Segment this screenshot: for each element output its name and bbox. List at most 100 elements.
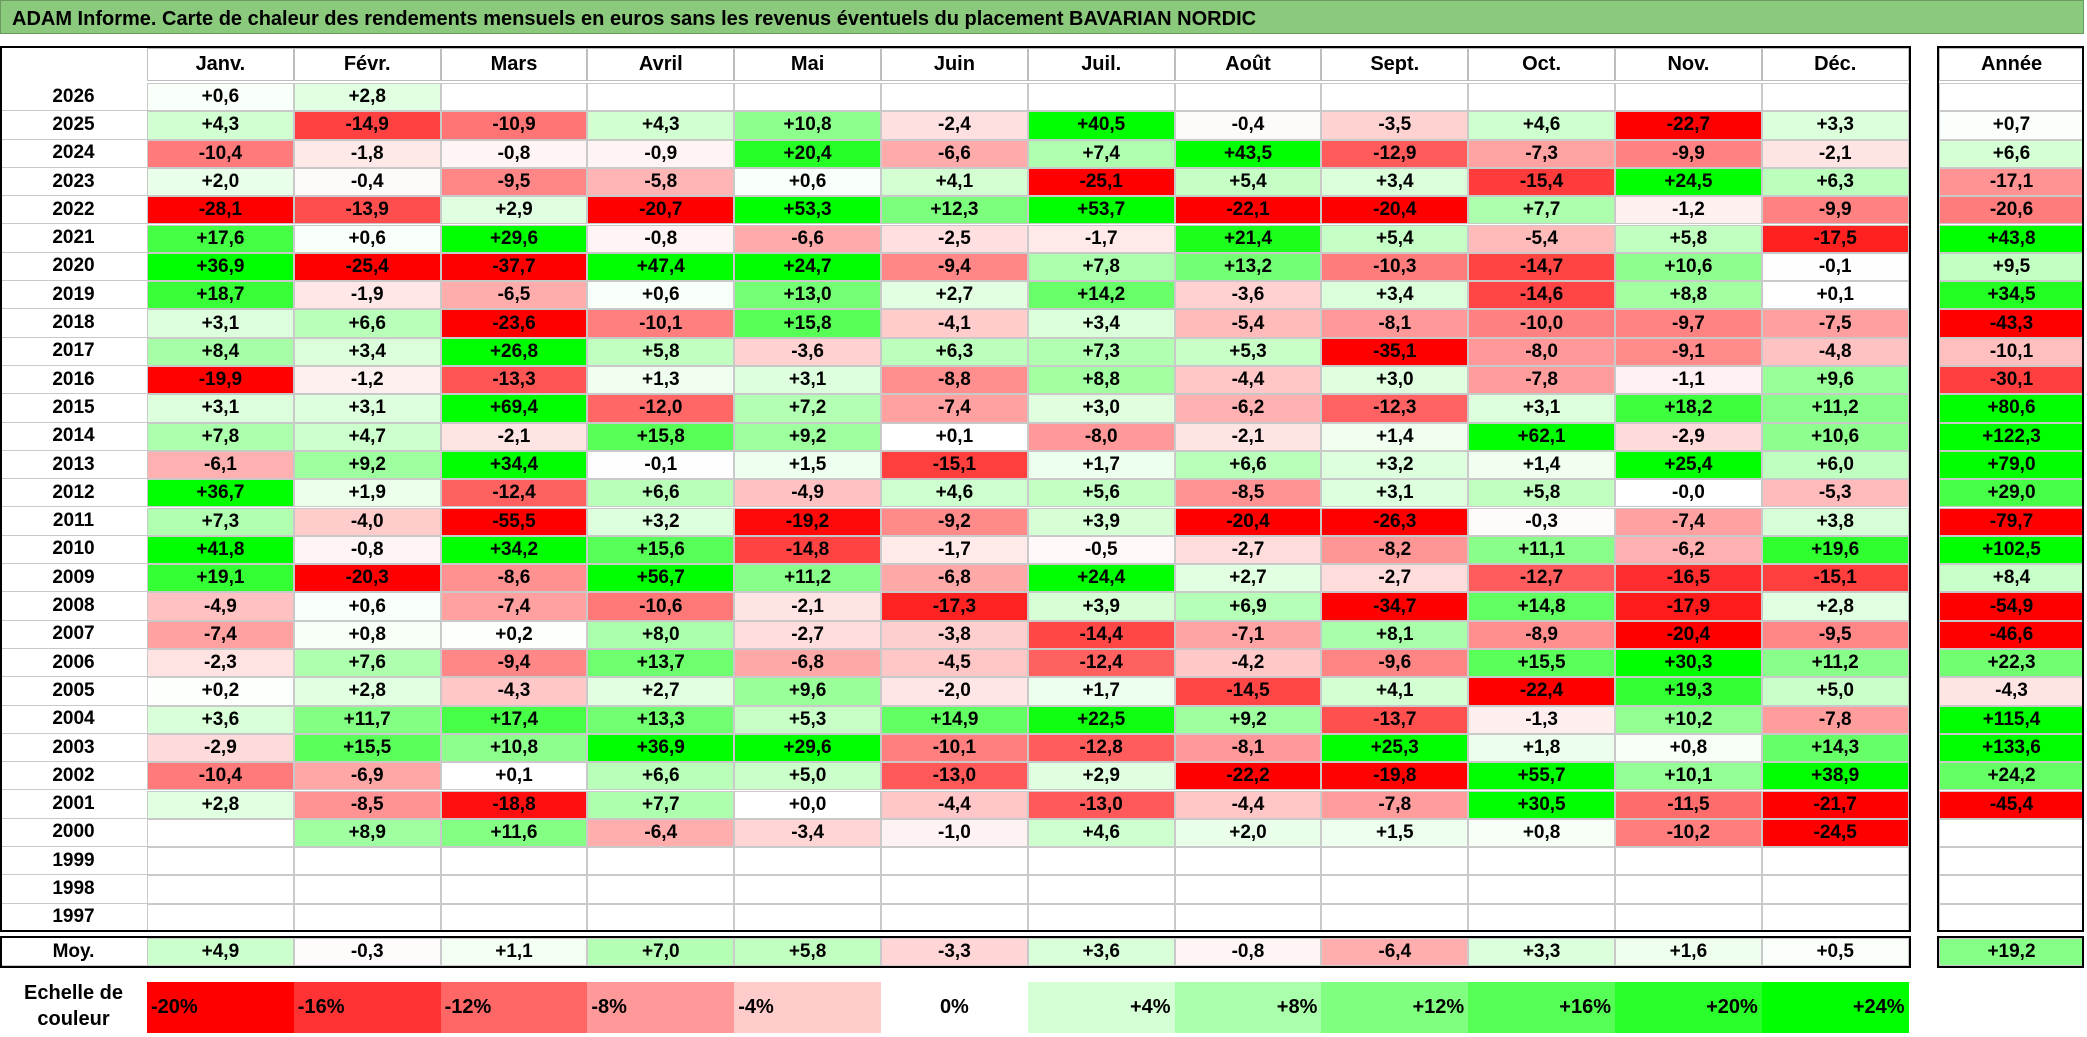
heatmap-cell: +2,8: [1761, 592, 1909, 621]
heatmap-cell: -3,4: [734, 818, 881, 848]
column-header: Mai: [734, 48, 881, 81]
heatmap-cell: +5,8: [587, 337, 735, 366]
heatmap-cell: +5,0: [1761, 677, 1909, 706]
heatmap-cell: -8,9: [1468, 620, 1615, 649]
heatmap-cell: [1761, 847, 1909, 876]
average-cell: +1,1: [440, 938, 588, 966]
annual-cell: -30,1: [1939, 366, 2084, 395]
heatmap-cell: [293, 847, 441, 876]
heatmap-cell: -23,6: [440, 309, 588, 338]
column-header: Août: [1174, 48, 1322, 81]
heatmap-cell: +34,2: [440, 535, 588, 565]
heatmap-cell: -7,5: [1761, 309, 1909, 338]
heatmap-cell: +22,5: [1027, 705, 1175, 734]
annual-cell: [1939, 83, 2084, 112]
heatmap-cell: +0,8: [1468, 818, 1615, 848]
column-header: Févr.: [293, 48, 441, 81]
heatmap-cell: [734, 903, 881, 932]
year-label: 2016: [0, 366, 147, 395]
scale-swatch: +24%: [1761, 982, 1909, 1033]
heatmap-cell: -2,7: [734, 620, 881, 649]
heatmap-cell: +6,6: [293, 309, 441, 338]
heatmap-cell: -13,0: [1027, 790, 1175, 819]
heatmap-cell: -13,7: [1321, 705, 1469, 734]
heatmap-cell: -25,4: [293, 252, 441, 282]
heatmap-cell: +11,2: [1761, 649, 1909, 678]
heatmap-cell: -17,9: [1615, 592, 1762, 621]
heatmap-cell: -7,4: [1615, 507, 1762, 536]
heatmap-cell: -0,1: [587, 450, 735, 480]
heatmap-cell: -13,9: [293, 196, 441, 225]
heatmap-cell: -2,5: [881, 224, 1028, 253]
heatmap-cell: +19,3: [1615, 677, 1762, 706]
heatmap-cell: +3,1: [147, 394, 294, 423]
heatmap-cell: -1,7: [881, 535, 1028, 565]
heatmap-cell: -0,8: [587, 224, 735, 253]
heatmap-cell: +1,4: [1321, 422, 1469, 451]
heatmap-cell: +19,6: [1761, 535, 1909, 565]
average-cell: +7,0: [587, 938, 735, 966]
heatmap-cell: -8,0: [1468, 337, 1615, 366]
heatmap-cell: -1,0: [881, 818, 1028, 848]
heatmap-cell: -14,9: [293, 111, 441, 140]
heatmap-cell: -15,1: [881, 450, 1028, 480]
heatmap-cell: -37,7: [440, 252, 588, 282]
heatmap-cell: +13,3: [587, 705, 735, 734]
heatmap-cell: -35,1: [1321, 337, 1469, 366]
annual-cell: -4,3: [1939, 677, 2084, 706]
heatmap-cell: -8,5: [293, 790, 441, 819]
heatmap-cell: -2,9: [1615, 422, 1762, 451]
heatmap-cell: -0,4: [1174, 111, 1322, 140]
year-label: 1997: [0, 904, 147, 932]
annual-cell: +122,3: [1939, 422, 2084, 451]
heatmap-cell: +24,7: [734, 252, 881, 282]
heatmap-cell: -5,3: [1761, 479, 1909, 508]
heatmap-cell: [587, 83, 735, 112]
heatmap-cell: -1,8: [293, 139, 441, 168]
heatmap-cell: +2,7: [587, 677, 735, 706]
heatmap-cell: +2,9: [1027, 762, 1175, 791]
heatmap-cell: +9,2: [1174, 705, 1322, 734]
heatmap-cell: -4,4: [1174, 366, 1322, 395]
heatmap-cell: +6,9: [1174, 592, 1322, 621]
heatmap-cell: +5,4: [1174, 167, 1322, 197]
heatmap-cell: -2,7: [1174, 535, 1322, 565]
annual-cell: +115,4: [1939, 705, 2084, 734]
heatmap-cell: +17,6: [147, 224, 294, 253]
heatmap-cell: +2,9: [440, 196, 588, 225]
year-label: 2007: [0, 621, 147, 649]
heatmap-cell: +62,1: [1468, 422, 1615, 451]
heatmap-cell: +11,2: [1761, 394, 1909, 423]
heatmap-cell: +11,2: [734, 564, 881, 593]
heatmap-cell: -15,1: [1761, 564, 1909, 593]
heatmap-cell: -10,2: [1615, 818, 1762, 848]
heatmap-cell: [1761, 875, 1909, 904]
heatmap-cell: +15,5: [293, 733, 441, 763]
heatmap-cell: [293, 875, 441, 904]
heatmap-cell: [1761, 903, 1909, 932]
average-annual-cell: +19,2: [1939, 938, 2084, 966]
heatmap-cell: +2,7: [881, 281, 1028, 310]
heatmap-cell: -12,3: [1321, 394, 1469, 423]
average-cell: -6,4: [1321, 938, 1469, 966]
heatmap-cell: +18,2: [1615, 394, 1762, 423]
heatmap-cell: +2,7: [1174, 564, 1322, 593]
heatmap-cell: [440, 83, 588, 112]
heatmap-cell: +3,8: [1761, 507, 1909, 536]
annual-cell: -20,6: [1939, 196, 2084, 225]
title-bar: ADAM Informe. Carte de chaleur des rende…: [0, 0, 2084, 34]
heatmap-cell: -10,6: [587, 592, 735, 621]
heatmap-cell: -4,4: [881, 790, 1028, 819]
heatmap-cell: +6,6: [587, 479, 735, 508]
heatmap-cell: -8,6: [440, 564, 588, 593]
heatmap-cell: [1615, 875, 1762, 904]
heatmap-cell: +1,5: [1321, 818, 1469, 848]
heatmap-cell: +30,3: [1615, 649, 1762, 678]
heatmap-cell: +17,4: [440, 705, 588, 734]
heatmap-cell: [1174, 83, 1322, 112]
heatmap-cell: +11,7: [293, 705, 441, 734]
year-label: 2024: [0, 140, 147, 168]
heatmap-cell: +0,6: [734, 167, 881, 197]
heatmap-cell: +0,8: [293, 620, 441, 649]
heatmap-cell: -6,1: [147, 450, 294, 480]
